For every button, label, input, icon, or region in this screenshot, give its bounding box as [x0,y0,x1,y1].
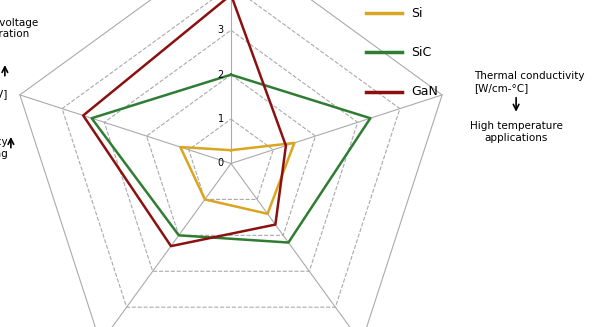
Text: Thermal conductivity
[W/cm-°C]: Thermal conductivity [W/cm-°C] [474,71,584,93]
Text: 3: 3 [218,25,224,35]
Text: 0: 0 [218,159,224,168]
Text: High temperature
applications: High temperature applications [470,121,563,143]
Text: Si: Si [411,7,422,20]
Text: SiC: SiC [411,46,431,59]
Text: 1: 1 [218,114,224,124]
Text: GaN: GaN [411,85,438,98]
Text: Energy gap [eV]: Energy gap [eV] [0,90,8,100]
Text: 2: 2 [218,70,224,80]
Text: High voltage
operation: High voltage operation [0,18,38,39]
Text: High frequency
switching: High frequency switching [0,137,8,159]
